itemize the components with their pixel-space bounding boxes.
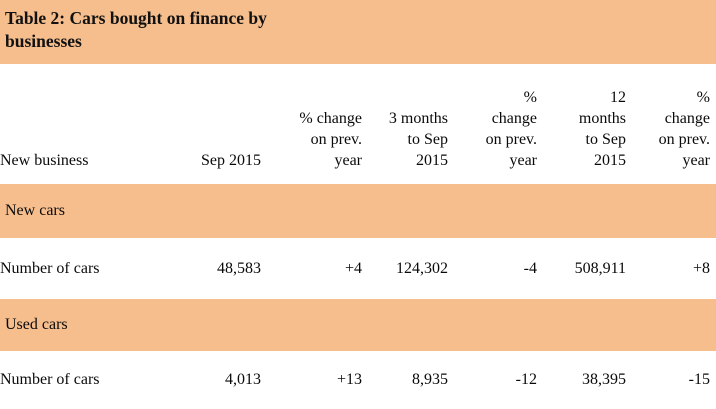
column-header-sep-2015: Sep 2015 (201, 152, 261, 169)
cell-value: +8 (692, 259, 710, 277)
cell-value: 124,302 (396, 259, 448, 277)
column-header-pct-change-prev-year-quarter: % change on prev. year (485, 89, 537, 169)
column-header-pct-change-prev-year-month: % change on prev. year (299, 110, 362, 169)
cell-value: 38,395 (582, 371, 626, 388)
cell-value: -15 (688, 371, 710, 388)
table-row-used-cars-number: Number of cars 4,013 +13 8,935 -12 38,39… (0, 351, 716, 409)
column-header-new-business: New business (0, 152, 89, 169)
column-header-12-months-to-sep-2015: 12 months to Sep 2015 (578, 89, 626, 169)
cell-value: +13 (336, 371, 362, 388)
section-header-used-cars-label: Used cars (5, 316, 68, 333)
cars-finance-table: New business Sep 2015 % change on prev. … (0, 64, 716, 409)
section-header-new-cars: New cars (0, 184, 716, 238)
cell-value: -12 (515, 371, 537, 388)
cell-value: 508,911 (574, 259, 626, 277)
table-title: Table 2: Cars bought on finance by busin… (5, 8, 267, 51)
cell-value: 8,935 (412, 371, 448, 388)
column-header-row: New business Sep 2015 % change on prev. … (0, 64, 716, 184)
row-label: Number of cars (0, 371, 100, 388)
column-header-3-months-to-sep-2015: 3 months to Sep 2015 (388, 110, 448, 169)
cell-value: -4 (523, 259, 537, 277)
cell-value: 48,583 (217, 259, 261, 277)
section-header-used-cars: Used cars (0, 299, 716, 351)
table-title-band: Table 2: Cars bought on finance by busin… (0, 0, 716, 64)
column-header-pct-change-prev-year-annual: % change on prev. year (658, 89, 710, 169)
cell-value: 4,013 (225, 371, 261, 388)
row-label: Number of cars (0, 259, 100, 277)
section-header-new-cars-label: New cars (5, 202, 65, 219)
table-row-new-cars-number: Number of cars 48,583 +4 124,302 -4 508,… (0, 238, 716, 299)
cell-value: +4 (344, 259, 362, 277)
